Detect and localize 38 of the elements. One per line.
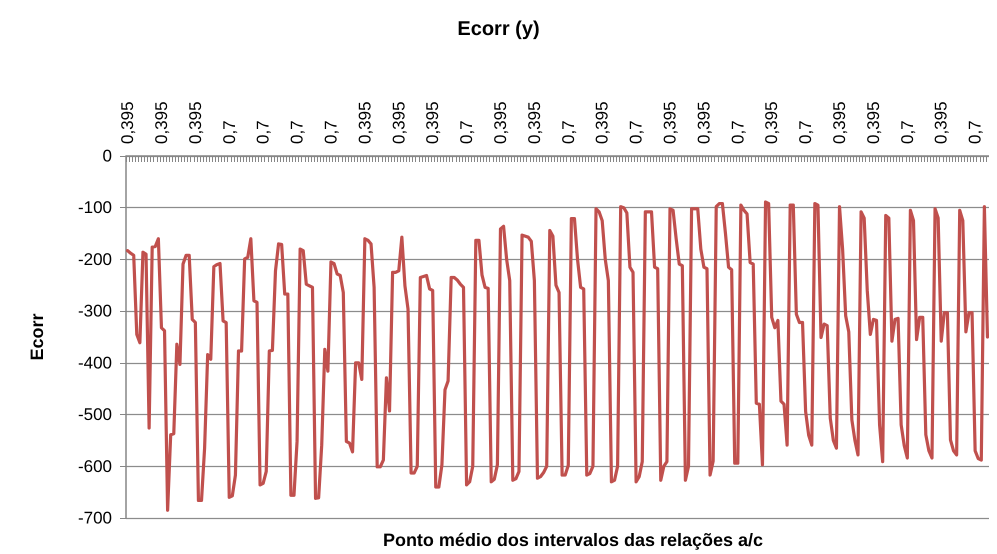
y-axis-title: Ecorr	[27, 313, 47, 361]
x-tick-label: 0,395	[490, 101, 510, 144]
x-tick-label: 0,395	[592, 101, 612, 144]
x-tick-label: 0,395	[355, 101, 374, 144]
x-tick-label: 0,7	[728, 120, 748, 144]
x-tick-label: 0,395	[660, 101, 680, 144]
x-tick-label: 0,395	[524, 101, 544, 144]
x-tick-label: 0,7	[796, 120, 816, 144]
x-tick-label: 0,7	[966, 120, 985, 144]
x-tick-label: 0,395	[762, 101, 782, 144]
y-tick-label: -500	[78, 405, 112, 424]
x-tick-label: 0,395	[389, 101, 408, 144]
y-tick-label: -300	[78, 302, 112, 321]
y-tick-label: -700	[78, 508, 112, 528]
x-tick-label: 0,7	[254, 120, 273, 144]
x-tick-label: 0,7	[288, 120, 307, 144]
x-axis-title: Ponto médio dos intervalos das relações a/c	[382, 530, 764, 550]
x-tick-label: 0,395	[423, 101, 442, 144]
x-tick-label: 0,7	[457, 120, 476, 144]
x-tick-label: 0,395	[186, 101, 205, 144]
y-tick-label: 0	[102, 146, 112, 166]
chart-title: Ecorr (y)	[457, 18, 540, 40]
x-tick-label: 0,7	[220, 120, 239, 144]
y-tick-label: -100	[78, 198, 112, 218]
x-tick-label: 0,395	[864, 101, 883, 144]
x-tick-label: 0,395	[830, 101, 850, 144]
x-tick-label: 0,395	[152, 101, 171, 144]
x-tick-label: 0,7	[626, 120, 646, 144]
x-tick-label: 0,7	[321, 120, 340, 144]
line-series	[126, 200, 989, 512]
y-tick-label: -400	[78, 353, 112, 372]
x-tick-label: 0,7	[558, 120, 578, 144]
y-tick-label: -200	[78, 250, 112, 269]
x-tick-label: 0,395	[932, 101, 951, 144]
x-tick-label: 0,7	[898, 120, 917, 144]
y-tick-label: -600	[78, 456, 112, 476]
x-tick-label: 0,395	[694, 101, 714, 144]
x-tick-label: 0,395	[118, 101, 138, 144]
